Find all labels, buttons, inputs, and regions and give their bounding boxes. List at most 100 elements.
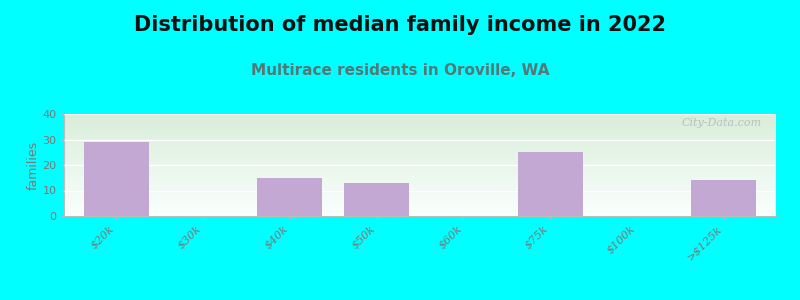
Bar (64, 169, 776, 170)
Bar (64, 198, 776, 199)
Bar (64, 194, 776, 195)
Bar (64, 210, 776, 211)
Bar (64, 123, 776, 124)
Bar (64, 206, 776, 207)
Bar (64, 212, 776, 213)
Bar (64, 121, 776, 122)
Bar (64, 154, 776, 155)
Bar (64, 190, 776, 191)
Bar (64, 197, 776, 198)
Bar (64, 207, 776, 208)
Bar (64, 137, 776, 138)
Bar (64, 129, 776, 130)
Bar (64, 177, 776, 178)
Bar (64, 126, 776, 127)
Bar (64, 200, 776, 201)
Bar (64, 196, 776, 197)
Bar (64, 170, 776, 171)
Bar (64, 168, 776, 169)
Text: Distribution of median family income in 2022: Distribution of median family income in … (134, 15, 666, 35)
Bar (64, 134, 776, 135)
Bar (64, 160, 776, 161)
Bar (64, 162, 776, 163)
Bar (64, 130, 776, 131)
Bar (64, 187, 776, 188)
Bar (64, 188, 776, 189)
Bar (64, 175, 776, 176)
Bar (64, 155, 776, 156)
Bar (64, 167, 776, 168)
Bar (64, 196, 776, 197)
Bar (64, 156, 776, 157)
Bar (64, 203, 776, 204)
Bar (64, 146, 776, 147)
Bar (64, 158, 776, 159)
Bar (64, 163, 776, 164)
Bar (64, 179, 776, 180)
Bar (691, 180, 757, 216)
Bar (64, 147, 776, 148)
Bar (64, 159, 776, 160)
Bar (64, 125, 776, 126)
Bar (64, 152, 776, 153)
Y-axis label: families: families (26, 140, 39, 190)
Bar (518, 152, 583, 216)
Bar (64, 139, 776, 140)
Bar (64, 157, 776, 158)
Bar (64, 199, 776, 200)
Bar (64, 116, 776, 117)
Bar (64, 135, 776, 136)
Bar (64, 120, 776, 121)
Bar (64, 132, 776, 133)
Bar (64, 114, 776, 115)
Bar (64, 184, 776, 185)
Bar (64, 165, 776, 166)
Bar (64, 136, 776, 137)
Bar (64, 189, 776, 190)
Text: City-Data.com: City-Data.com (682, 118, 762, 128)
Bar (64, 186, 776, 187)
Bar (64, 205, 776, 206)
Bar (64, 214, 776, 215)
Bar (64, 202, 776, 203)
Text: Multirace residents in Oroville, WA: Multirace residents in Oroville, WA (250, 63, 550, 78)
Bar (64, 173, 776, 174)
Bar (64, 142, 776, 143)
Bar (64, 193, 776, 194)
Bar (64, 133, 776, 134)
Bar (64, 138, 776, 139)
Bar (64, 169, 776, 170)
Bar (64, 161, 776, 162)
Bar (83, 142, 149, 216)
Bar (64, 127, 776, 128)
Bar (64, 140, 776, 141)
Bar (64, 191, 776, 192)
Bar (64, 131, 776, 132)
Bar (64, 117, 776, 118)
Bar (64, 118, 776, 119)
Bar (64, 115, 776, 116)
Bar (64, 195, 776, 196)
Bar (64, 122, 776, 123)
Bar (64, 215, 776, 216)
Bar (257, 178, 322, 216)
Bar (64, 174, 776, 175)
Bar (64, 192, 776, 193)
Bar (64, 148, 776, 149)
Bar (64, 213, 776, 214)
Bar (64, 164, 776, 165)
Bar (64, 171, 776, 172)
Bar (64, 185, 776, 186)
Bar (64, 180, 776, 181)
Bar (64, 144, 776, 145)
Bar (64, 183, 776, 184)
Bar (64, 182, 776, 183)
Bar (64, 204, 776, 205)
Bar (64, 213, 776, 214)
Bar (64, 178, 776, 179)
Bar (344, 183, 409, 216)
Bar (64, 153, 776, 154)
Bar (64, 201, 776, 202)
Bar (64, 150, 776, 151)
Bar (64, 145, 776, 146)
